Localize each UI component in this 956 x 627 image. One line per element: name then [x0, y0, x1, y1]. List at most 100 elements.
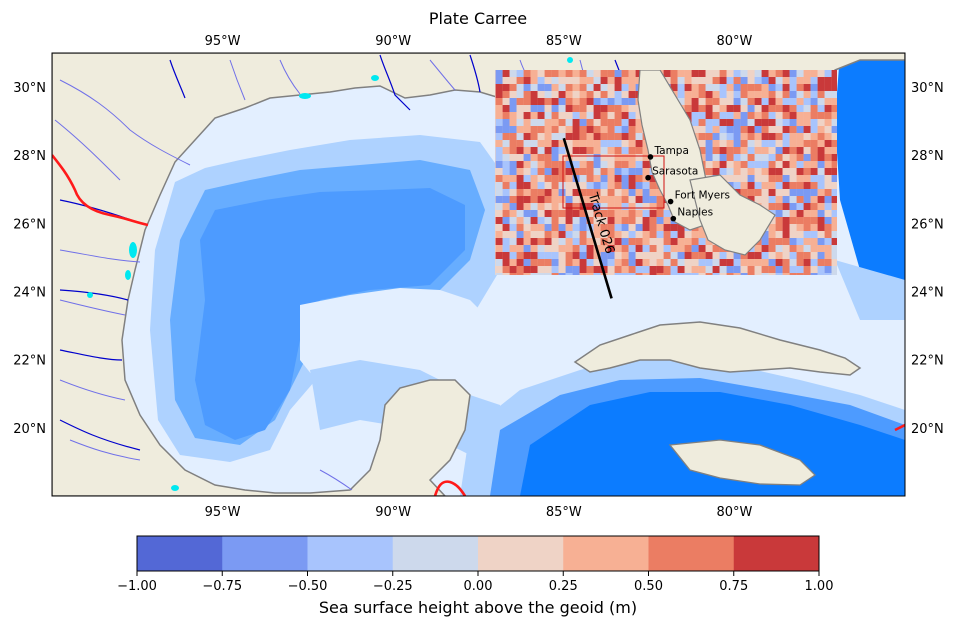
ssh-inset-cell	[621, 217, 629, 224]
ssh-inset-cell	[656, 245, 664, 252]
ssh-inset-cell	[810, 98, 818, 105]
ssh-inset-cell	[824, 231, 832, 238]
ssh-inset-cell	[824, 126, 832, 133]
ssh-inset-cell	[607, 175, 615, 182]
ssh-inset-cell	[628, 245, 636, 252]
ssh-inset-cell	[775, 252, 783, 259]
ssh-inset-cell	[565, 112, 573, 119]
ssh-inset-cell	[754, 70, 762, 77]
ssh-inset-cell	[579, 189, 587, 196]
ssh-inset-cell	[523, 273, 531, 275]
colorbar-ticks: −1.00 −0.75 −0.50 −0.25 0.00 0.25 0.50 0.75 1.00	[117, 571, 833, 594]
ssh-inset-cell	[509, 259, 517, 266]
ssh-inset-cell	[642, 273, 650, 275]
ssh-inset-cell	[502, 231, 510, 238]
ssh-inset-cell	[649, 238, 657, 245]
ssh-inset-cell	[754, 168, 762, 175]
ssh-inset-cell	[747, 91, 755, 98]
ssh-inset-cell	[810, 126, 818, 133]
ssh-inset-cell	[733, 112, 741, 119]
ssh-inset-cell	[789, 154, 797, 161]
ssh-inset-cell	[495, 161, 503, 168]
ssh-inset-cell	[586, 105, 594, 112]
ssh-inset-cell	[810, 77, 818, 84]
ssh-inset-cell	[565, 238, 573, 245]
ssh-inset-cell	[530, 119, 538, 126]
ssh-inset-cell	[796, 252, 804, 259]
ssh-inset-cell	[775, 231, 783, 238]
colorbar-tick-label: −1.00	[117, 579, 157, 594]
ssh-inset-cell	[509, 252, 517, 259]
ssh-inset-cell	[593, 273, 601, 275]
ssh-inset-cell	[593, 91, 601, 98]
ssh-inset-cell	[747, 259, 755, 266]
ssh-inset-cell	[824, 259, 832, 266]
ssh-inset-cell	[796, 77, 804, 84]
ssh-inset-cell	[579, 245, 587, 252]
ssh-inset-cell	[607, 70, 615, 77]
ssh-inset-cell	[579, 252, 587, 259]
ssh-inset-cell	[824, 77, 832, 84]
ssh-inset-cell	[789, 196, 797, 203]
ssh-inset-cell	[530, 245, 538, 252]
ssh-inset-cell	[726, 91, 734, 98]
ssh-inset-cell	[712, 168, 720, 175]
ssh-inset-cell	[684, 105, 692, 112]
ssh-inset-cell	[817, 210, 825, 217]
ssh-inset-cell	[817, 112, 825, 119]
ssh-inset-cell	[782, 175, 790, 182]
ssh-inset-cell	[621, 196, 629, 203]
ssh-inset-cell	[698, 252, 706, 259]
ssh-inset-cell	[502, 119, 510, 126]
ssh-inset-cell	[782, 105, 790, 112]
ssh-inset-cell	[775, 245, 783, 252]
ssh-inset-cell	[817, 161, 825, 168]
ssh-inset-cell	[642, 189, 650, 196]
ssh-inset-cell	[754, 154, 762, 161]
ssh-inset-cell	[705, 98, 713, 105]
ssh-inset-cell	[691, 119, 699, 126]
ssh-inset-cell	[600, 259, 608, 266]
ssh-inset-cell	[593, 196, 601, 203]
ssh-inset-cell	[537, 161, 545, 168]
ssh-inset-cell	[782, 154, 790, 161]
ssh-inset-cell	[509, 112, 517, 119]
ssh-inset-cell	[572, 189, 580, 196]
ssh-inset-cell	[796, 147, 804, 154]
ssh-inset-cell	[586, 126, 594, 133]
ssh-inset-cell	[789, 182, 797, 189]
ssh-inset-cell	[789, 70, 797, 77]
ssh-inset-cell	[628, 98, 636, 105]
ssh-inset-cell	[789, 91, 797, 98]
ssh-inset-cell	[572, 112, 580, 119]
ssh-inset-cell	[628, 126, 636, 133]
ssh-inset-cell	[530, 112, 538, 119]
ssh-inset-cell	[586, 189, 594, 196]
ssh-inset-cell	[593, 161, 601, 168]
ssh-inset-cell	[740, 168, 748, 175]
colorbar-segment	[392, 536, 479, 571]
ssh-inset-cell	[607, 210, 615, 217]
ssh-inset-cell	[579, 168, 587, 175]
ssh-inset-cell	[789, 84, 797, 91]
ssh-inset-cell	[831, 112, 837, 119]
ssh-inset-cell	[495, 112, 503, 119]
lat-tick-right-label: 28°N	[911, 149, 944, 164]
ssh-inset-cell	[551, 126, 559, 133]
ssh-inset-cell	[803, 133, 811, 140]
ssh-inset-cell	[537, 210, 545, 217]
ssh-inset-cell	[621, 189, 629, 196]
ssh-inset-cell	[810, 105, 818, 112]
ssh-inset-cell	[516, 231, 524, 238]
ssh-inset-cell	[509, 238, 517, 245]
ssh-inset-cell	[817, 196, 825, 203]
ssh-inset-cell	[775, 238, 783, 245]
ssh-inset-cell	[558, 245, 566, 252]
ssh-inset-cell	[726, 161, 734, 168]
ssh-inset-cell	[663, 77, 671, 84]
ssh-inset-cell	[607, 238, 615, 245]
ssh-inset-cell	[719, 84, 727, 91]
ssh-inset-cell	[796, 175, 804, 182]
ssh-inset-cell	[726, 259, 734, 266]
ssh-inset-cell	[509, 133, 517, 140]
